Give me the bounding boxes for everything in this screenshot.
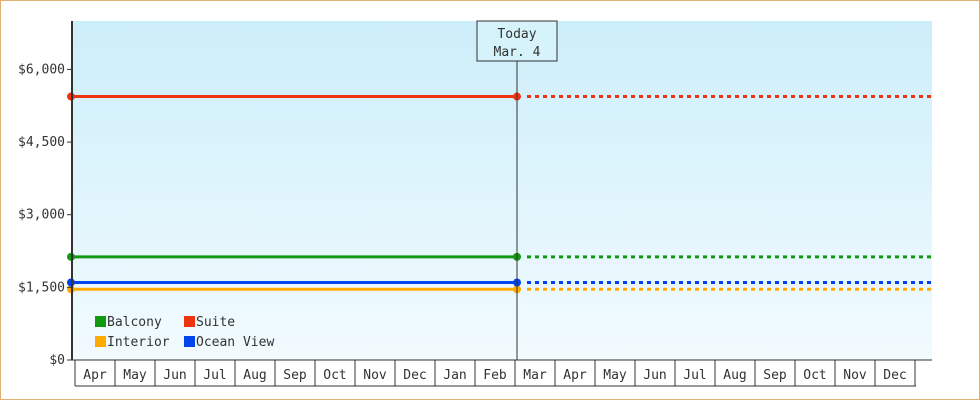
x-tick-label: Nov [843,368,867,383]
x-tick-label: Sep [283,368,307,383]
y-tick-label: $1,500 [18,280,65,295]
x-tick-label: Oct [803,368,826,383]
today-label-title: Today [497,27,536,42]
x-tick-label: Mar [523,368,547,383]
x-tick-label: May [123,368,147,383]
legend-label-suite: Suite [196,315,235,330]
x-tick-label: Feb [483,368,507,383]
x-tick-label: Dec [403,368,426,383]
x-tick-label: Jul [203,368,226,383]
legend-swatch-suite [184,316,195,327]
y-tick-label: $0 [49,353,65,368]
today-label-date: Mar. 4 [494,45,541,60]
x-tick-label: Sep [763,368,787,383]
x-tick-label: Aug [723,368,746,383]
legend-label-ocean-view: Ocean View [196,335,274,350]
legend-label-interior: Interior [107,335,170,350]
x-tick-label: Jan [443,368,466,383]
x-tick-label: Aug [243,368,266,383]
legend-swatch-ocean-view [184,336,195,347]
x-tick-label: Jul [683,368,706,383]
y-tick-label: $4,500 [18,135,65,150]
x-tick-label: Apr [563,368,587,383]
legend-label-balcony: Balcony [107,315,162,330]
x-tick-label: Apr [83,368,107,383]
x-tick-label: Jun [163,368,186,383]
x-tick-label: Oct [323,368,346,383]
y-tick-label: $6,000 [18,62,65,77]
x-tick-label: Nov [363,368,387,383]
legend-swatch-interior [95,336,106,347]
plot-area [72,21,932,360]
x-tick-label: Jun [643,368,666,383]
x-tick-label: May [603,368,627,383]
y-tick-label: $3,000 [18,208,65,223]
today-label-box [476,20,558,62]
legend-swatch-balcony [95,316,106,327]
x-tick-label: Dec [883,368,906,383]
